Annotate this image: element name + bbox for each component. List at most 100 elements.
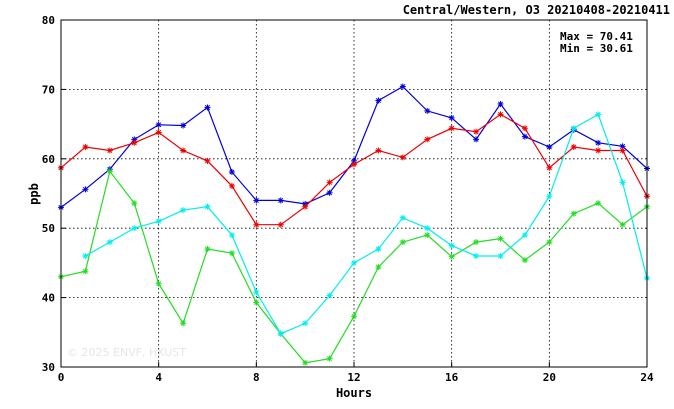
data-point: [473, 252, 480, 259]
data-point: [521, 133, 528, 140]
data-point: [375, 147, 382, 154]
data-point: [448, 253, 455, 260]
data-point: [619, 179, 626, 186]
data-point: [277, 221, 284, 228]
data-point: [399, 214, 406, 221]
data-point: [106, 168, 113, 175]
data-point: [375, 264, 382, 271]
data-point: [302, 203, 309, 210]
min-value-label: Min = 30.61: [560, 42, 633, 55]
data-point: [155, 129, 162, 136]
data-point: [204, 246, 211, 253]
data-point: [619, 221, 626, 228]
data-point: [448, 125, 455, 132]
data-point: [82, 268, 89, 275]
data-point: [277, 330, 284, 337]
y-tick-label: 40: [42, 292, 55, 305]
data-point: [326, 179, 333, 186]
data-point: [399, 154, 406, 161]
data-point: [180, 207, 187, 214]
data-point: [253, 299, 260, 306]
data-point: [595, 139, 602, 146]
data-point: [595, 111, 602, 118]
data-point: [180, 147, 187, 154]
data-point: [375, 97, 382, 104]
data-point: [595, 147, 602, 154]
data-point: [204, 157, 211, 164]
data-point: [546, 193, 553, 200]
data-point: [399, 83, 406, 90]
x-axis-label: Hours: [336, 386, 372, 400]
data-point: [253, 197, 260, 204]
x-tick-label: 0: [58, 371, 65, 384]
data-point: [595, 200, 602, 207]
data-point: [131, 139, 138, 146]
data-point: [497, 252, 504, 259]
x-tick-label: 8: [253, 371, 260, 384]
data-point: [82, 144, 89, 151]
data-point: [277, 197, 284, 204]
x-tick-label: 20: [543, 371, 556, 384]
data-point: [155, 280, 162, 287]
data-point: [228, 250, 235, 257]
data-point: [424, 107, 431, 114]
data-point: [375, 246, 382, 253]
data-point: [521, 257, 528, 264]
data-point: [521, 232, 528, 239]
data-point: [424, 225, 431, 232]
tick-labels: 0 4 8 12 16 20 24 30 40 50 60 70 80: [42, 14, 654, 384]
y-tick-label: 50: [42, 222, 55, 235]
data-point: [326, 355, 333, 362]
data-point: [131, 225, 138, 232]
data-point: [546, 144, 553, 151]
x-tick-label: 16: [445, 371, 459, 384]
data-point: [155, 218, 162, 225]
series-1: [58, 83, 650, 211]
plot-frame: [60, 19, 648, 368]
y-tick-label: 60: [42, 153, 55, 166]
y-tick-label: 70: [42, 83, 55, 96]
data-point: [497, 100, 504, 107]
data-point: [570, 125, 577, 132]
x-tick-label: 12: [347, 371, 360, 384]
data-point: [448, 242, 455, 249]
data-point: [204, 104, 211, 111]
x-tick-label: 4: [155, 371, 162, 384]
series-line: [85, 113, 648, 335]
data-point: [399, 239, 406, 246]
data-point: [204, 203, 211, 210]
data-point: [497, 111, 504, 118]
data-point: [473, 239, 480, 246]
data-point: [253, 221, 260, 228]
x-tick-label: 24: [640, 371, 654, 384]
data-point: [82, 252, 89, 259]
data-point: [302, 359, 309, 366]
data-point: [521, 125, 528, 132]
data-point: [570, 144, 577, 151]
series-group: [58, 83, 650, 366]
data-point: [473, 136, 480, 143]
data-point: [424, 136, 431, 143]
data-point: [302, 320, 309, 327]
data-point: [351, 161, 357, 168]
data-point: [228, 232, 235, 239]
data-point: [253, 289, 260, 296]
data-point: [326, 292, 333, 299]
data-point: [82, 186, 89, 193]
data-point: [546, 239, 553, 246]
data-point: [351, 313, 357, 320]
data-point: [448, 114, 455, 121]
data-point: [351, 259, 357, 266]
data-point: [180, 320, 187, 327]
data-point: [155, 121, 162, 128]
data-point: [131, 200, 138, 207]
data-point: [497, 235, 504, 242]
data-point: [106, 147, 113, 154]
data-point: [228, 182, 235, 189]
y-axis-label: ppb: [27, 183, 41, 205]
y-tick-label: 30: [42, 361, 55, 374]
data-point: [473, 128, 480, 135]
data-point: [546, 164, 553, 171]
chart-title: Central/Western, O3 20210408-20210411: [403, 3, 670, 17]
